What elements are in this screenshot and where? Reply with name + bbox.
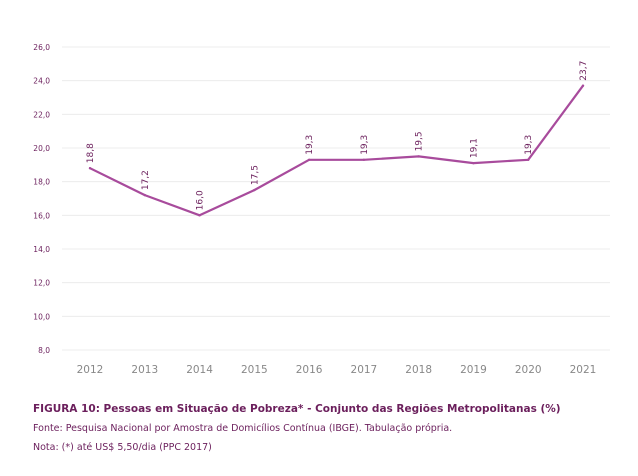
chart-note: Nota: (*) até US$ 5,50/dia (PPC 2017): [33, 442, 212, 453]
data-point: [581, 84, 585, 87]
x-axis: 2012 2013 2014 2015 2016 2017 2018 2019 2020 2021: [77, 364, 597, 376]
data-label: 19,3: [524, 135, 534, 155]
data-point: [472, 161, 475, 165]
data-point: [198, 214, 201, 217]
data-label: 19,3: [305, 135, 315, 155]
gridlines: [62, 46, 610, 351]
data-point: [88, 167, 92, 170]
x-tick-label: 2012: [77, 364, 104, 376]
y-tick-label: 20,0: [33, 144, 50, 153]
x-tick-label: 2013: [131, 364, 158, 376]
x-tick-label: 2021: [570, 364, 597, 376]
chart-title: FIGURA 10: Pessoas em Situação de Pobrez…: [33, 403, 561, 415]
y-tick-label: 10,0: [33, 312, 50, 321]
y-tick-label: 22,0: [33, 110, 50, 119]
y-tick-label: 12,0: [33, 279, 50, 288]
x-tick-label: 2015: [241, 364, 268, 376]
x-tick-label: 2017: [351, 364, 378, 376]
data-point: [362, 158, 366, 161]
x-tick-label: 2014: [186, 364, 213, 376]
line-chart: 8,010,012,014,016,018,020,022,024,026,0 …: [33, 43, 610, 376]
series-polyline: [88, 84, 585, 217]
data-point: [143, 193, 146, 197]
data-label: 17,2: [141, 170, 151, 190]
data-label: 19,1: [469, 138, 479, 158]
y-tick-label: 16,0: [33, 211, 50, 220]
data-labels: 18,8 17,2 16,0 17,5 19,3 19,3 19,5 19,1 19,3 23,7: [86, 61, 589, 217]
data-label: 17,5: [250, 165, 260, 185]
data-label: 19,3: [360, 135, 370, 155]
data-label: 19,5: [415, 131, 425, 151]
x-tick-label: 2019: [460, 364, 487, 376]
x-tick-label: 2016: [296, 364, 323, 376]
data-point: [527, 158, 530, 161]
data-label: 16,0: [196, 190, 206, 210]
y-axis: 8,0 10,0 12,0 14,0 16,0 18,0 20,0 22,0 24,0 26,0: [33, 43, 50, 355]
y-tick-label: 18,0: [33, 178, 50, 187]
data-point: [307, 158, 311, 161]
series-line: [88, 84, 585, 217]
y-tick-label: 26,0: [33, 43, 50, 52]
data-label: 18,8: [86, 143, 96, 163]
chart-source: Fonte: Pesquisa Nacional por Amostra de …: [33, 423, 453, 434]
y-tick-label: 24,0: [33, 77, 50, 86]
data-label: 23,7: [579, 61, 589, 81]
y-tick-label: 14,0: [33, 245, 50, 254]
data-point: [417, 155, 420, 158]
y-tick-label: 8,0: [38, 346, 50, 355]
x-tick-label: 2018: [405, 364, 432, 376]
data-point: [253, 188, 256, 192]
x-tick-label: 2020: [515, 364, 542, 376]
